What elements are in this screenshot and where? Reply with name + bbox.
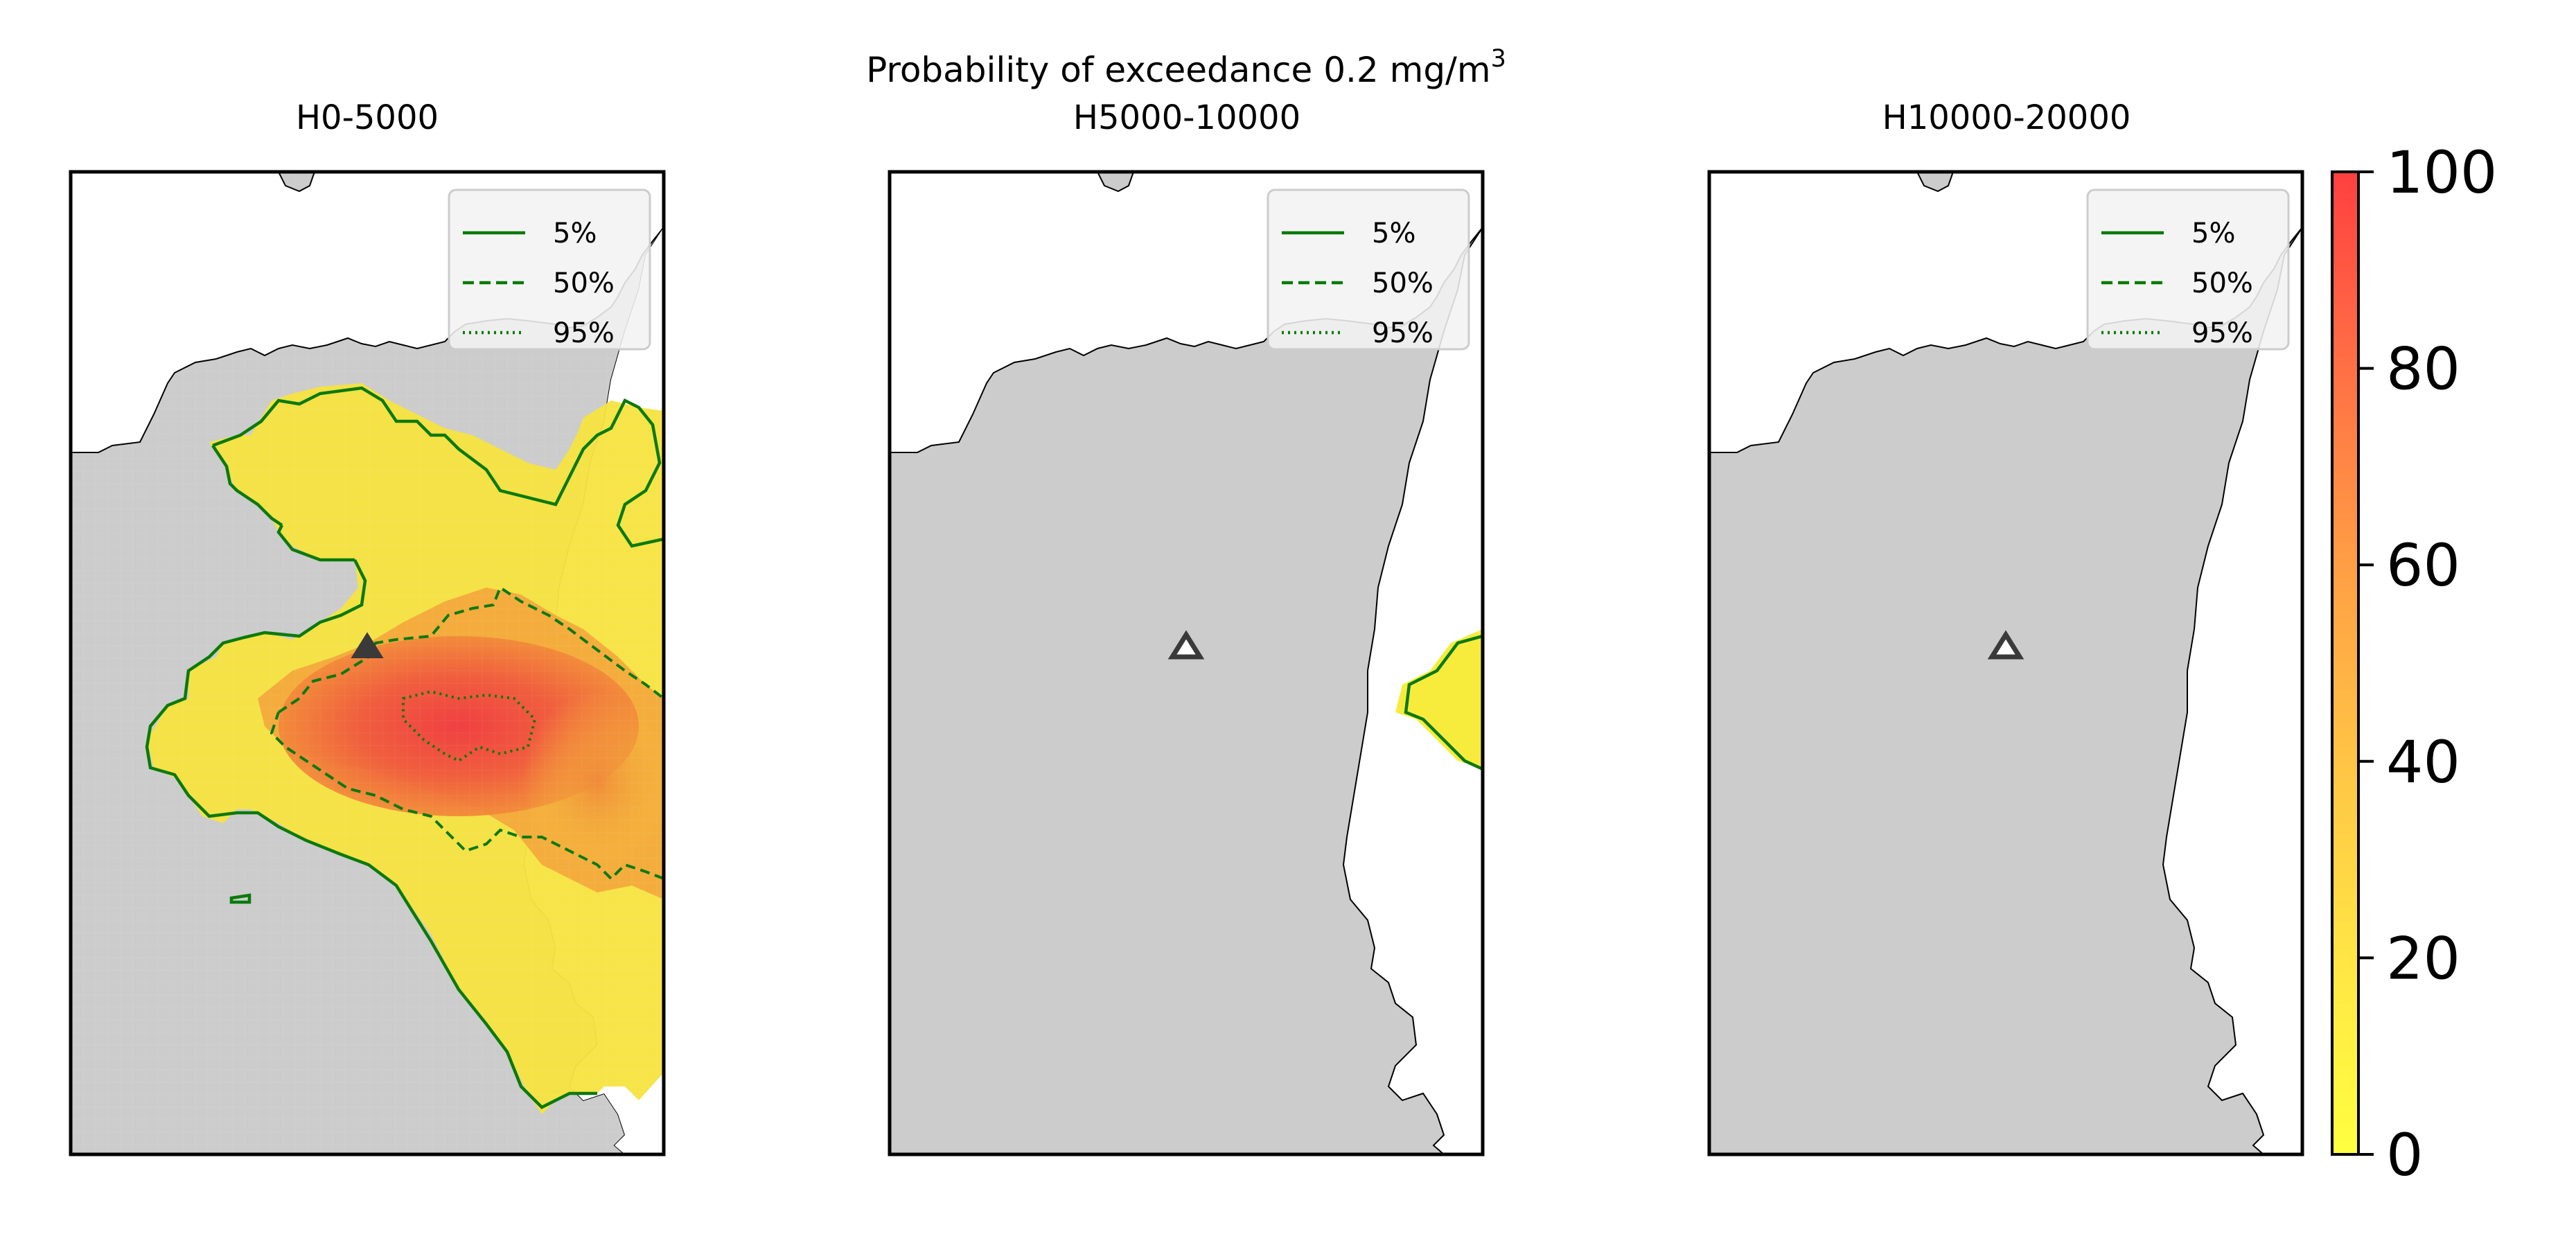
panel-title-h10000: H10000-20000: [1882, 98, 2131, 137]
map-panel-h5000: 5% 50% 95%: [888, 170, 1485, 1156]
exceedance-plume: [1395, 629, 1483, 771]
legend-box: 5% 50% 95%: [1267, 188, 1470, 351]
colorbar-tick-label: 80: [2386, 335, 2460, 403]
plume-low-probability: [1395, 629, 1483, 768]
contour-5pct: [145, 386, 664, 1109]
vent-triangle-icon: [1987, 630, 2024, 660]
legend-label-5pct: 5%: [1372, 218, 1415, 249]
legend-label-95pct: 95%: [1372, 317, 1433, 349]
panel-frame: [888, 170, 1485, 1156]
colorbar-frame: [2331, 170, 2360, 1156]
legend-label-50pct: 50%: [1372, 267, 1433, 299]
legend-label-50pct: 50%: [2191, 267, 2253, 299]
panel-frame: [1707, 170, 2304, 1156]
panel-title-h0: H0-5000: [296, 98, 439, 137]
contour-50pct: [270, 585, 664, 881]
legend-label-95pct: 95%: [2191, 317, 2253, 349]
colorbar-tick-label: 60: [2386, 531, 2460, 599]
legend-box: 5% 50% 95%: [2086, 188, 2290, 351]
colorbar-tick-label: 0: [2386, 1121, 2423, 1189]
legend-label-5pct: 5%: [553, 218, 597, 249]
colorbar-tick-label: 100: [2386, 139, 2497, 206]
legend-box: 5% 50% 95%: [448, 188, 651, 351]
panel-title-h5000: H5000-10000: [1073, 98, 1300, 137]
colorbar-tick-label: 20: [2386, 924, 2460, 992]
vent-triangle-icon: [1167, 630, 1205, 660]
contour-5pct: [1404, 634, 1483, 771]
legend-label-50pct: 50%: [553, 267, 615, 299]
map-panel-h10000: 5% 50% 95%: [1707, 170, 2304, 1156]
legend-label-95pct: 95%: [553, 317, 615, 349]
legend-label-5pct: 5%: [2191, 218, 2235, 249]
figure-suptitle: Probability of exceedance 0.2 mg/m3: [866, 45, 1506, 90]
colorbar-ramp: [2332, 172, 2358, 1154]
colorbar: 0 20 40 60 80 100: [2331, 139, 2497, 1189]
land-bay: [1096, 172, 1135, 193]
map-panel-h0: 5% 50% 95%: [69, 170, 666, 1156]
panel-frame: [69, 170, 666, 1156]
colorbar-tick-label: 40: [2386, 728, 2460, 796]
contour-5pct-small: [229, 893, 252, 904]
land-bay: [1916, 172, 1955, 193]
colorbar-ticks: 0 20 40 60 80 100: [2358, 139, 2497, 1189]
vent-triangle-icon: [351, 632, 384, 658]
